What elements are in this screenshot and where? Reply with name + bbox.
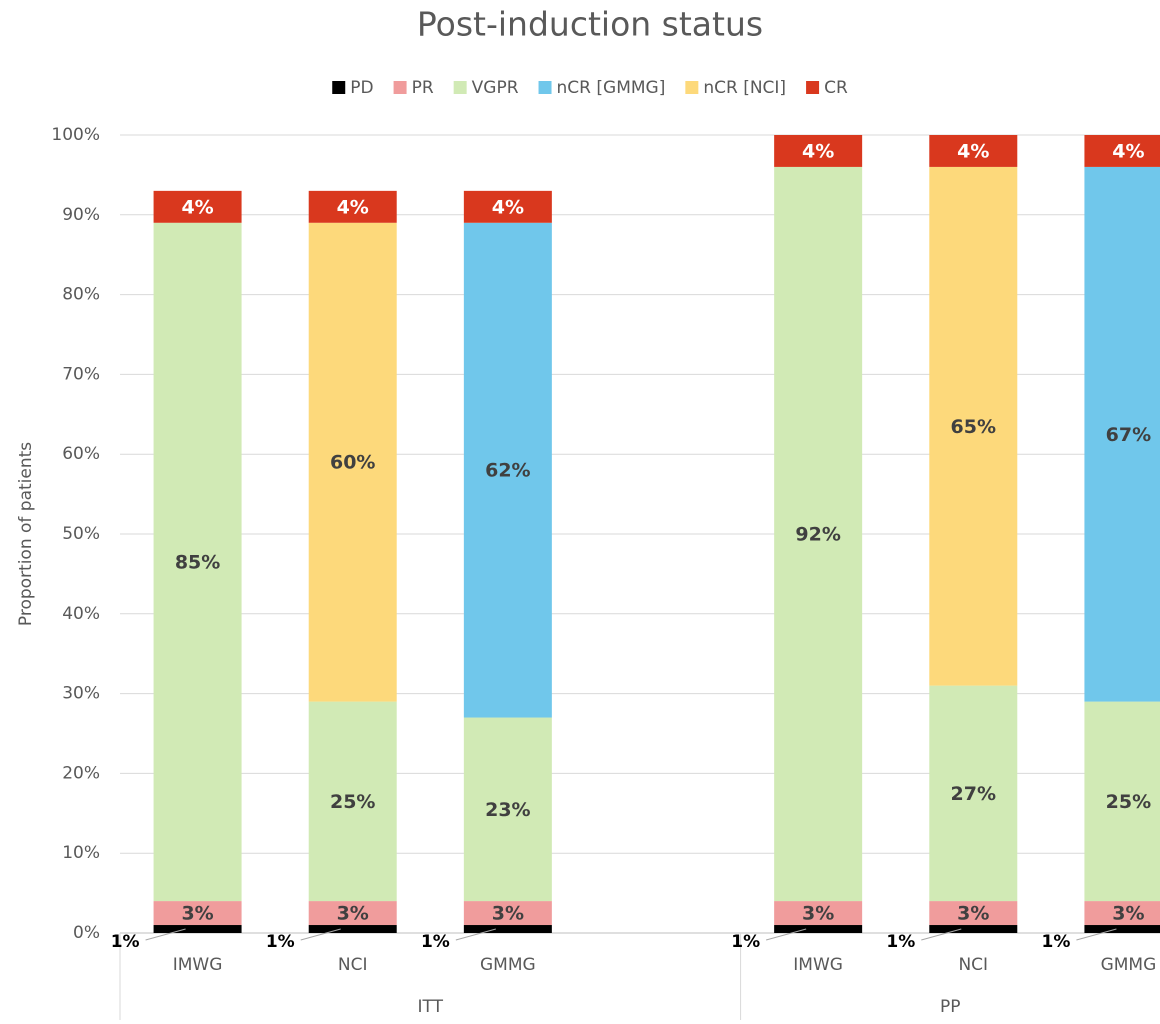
y-axis-title: Proportion of patients xyxy=(16,442,36,626)
value-label: 4% xyxy=(492,196,524,218)
legend-swatch xyxy=(393,81,407,94)
value-label: 27% xyxy=(951,783,996,805)
bar-segment xyxy=(774,925,863,933)
x-tick-label: IMWG xyxy=(793,955,843,975)
value-label: 4% xyxy=(1112,140,1144,162)
value-label: 1% xyxy=(731,932,760,952)
y-tick-label: 60% xyxy=(62,444,100,464)
value-label: 67% xyxy=(1106,424,1151,446)
leader-line xyxy=(1076,928,1117,941)
bar-segment xyxy=(463,190,552,223)
value-label: 1% xyxy=(886,932,915,952)
value-label: 92% xyxy=(795,524,840,546)
bar-segment xyxy=(308,222,397,702)
bar-segment xyxy=(774,135,863,167)
legend-swatch xyxy=(538,81,552,94)
bar-segment xyxy=(308,925,397,933)
bar-segment xyxy=(1084,135,1160,167)
bar-segment xyxy=(308,190,397,223)
legend-label: nCR [GMMG] xyxy=(557,78,666,98)
bar-segment xyxy=(1084,166,1160,702)
legend-swatch xyxy=(453,81,467,94)
value-label: 4% xyxy=(957,140,989,162)
x-tick-label: IMWG xyxy=(173,955,223,975)
y-tick-label: 80% xyxy=(62,285,100,305)
legend-swatch xyxy=(332,81,346,94)
value-label: 25% xyxy=(330,791,375,813)
legend-label: PR xyxy=(412,78,434,98)
y-tick-label: 90% xyxy=(62,205,100,225)
bar-segment xyxy=(153,190,242,223)
bar-segment xyxy=(929,685,1018,902)
legend-swatch xyxy=(685,81,699,94)
leader-line xyxy=(300,928,341,941)
y-tick-label: 0% xyxy=(73,923,100,943)
value-label: 25% xyxy=(1106,791,1151,813)
leader-line xyxy=(455,928,496,941)
bar-segment xyxy=(929,135,1018,167)
bar-segment xyxy=(153,925,242,933)
value-label: 4% xyxy=(337,196,369,218)
bar-segment xyxy=(153,901,242,926)
bar-segment xyxy=(929,166,1018,686)
value-label: 3% xyxy=(957,903,989,925)
y-tick-label: 20% xyxy=(62,763,100,783)
bar-segment xyxy=(774,166,863,902)
leader-line xyxy=(921,928,962,941)
y-tick-label: 100% xyxy=(51,125,100,145)
value-label: 3% xyxy=(1112,903,1144,925)
y-tick-label: 30% xyxy=(62,684,100,704)
bar-segment xyxy=(1084,925,1160,933)
bar-segment xyxy=(1084,701,1160,902)
x-tick-label: NCI xyxy=(338,955,368,975)
bar-segment xyxy=(774,901,863,926)
value-label: 23% xyxy=(485,799,530,821)
legend-label: PD xyxy=(350,78,373,98)
x-tick-label: GMMG xyxy=(1101,955,1157,975)
value-label: 1% xyxy=(111,932,140,952)
y-tick-label: 50% xyxy=(62,524,100,544)
y-tick-label: 10% xyxy=(62,843,100,863)
x-tick-label: NCI xyxy=(958,955,988,975)
value-label: 4% xyxy=(181,196,213,218)
bar-segment xyxy=(463,717,552,902)
bar-segment xyxy=(308,701,397,902)
value-label: 1% xyxy=(1042,932,1071,952)
value-label: 65% xyxy=(951,416,996,438)
value-label: 3% xyxy=(181,903,213,925)
legend-label: VGPR xyxy=(472,78,519,98)
value-label: 85% xyxy=(175,551,220,573)
bar-segment xyxy=(463,901,552,926)
leader-line xyxy=(145,928,186,941)
bar-segment xyxy=(929,925,1018,933)
leader-line xyxy=(766,928,807,941)
x-tick-label: GMMG xyxy=(480,955,536,975)
value-label: 60% xyxy=(330,452,375,474)
bar-segment xyxy=(153,222,242,902)
value-label: 3% xyxy=(337,903,369,925)
bar-segment xyxy=(308,901,397,926)
value-label: 4% xyxy=(802,140,834,162)
bar-segment xyxy=(929,901,1018,926)
value-label: 1% xyxy=(421,932,450,952)
value-label: 62% xyxy=(485,460,530,482)
legend-swatch xyxy=(806,81,820,94)
bar-segment xyxy=(463,222,552,718)
legend-label: nCR [NCI] xyxy=(703,78,786,98)
value-label: 3% xyxy=(492,903,524,925)
bar-segment xyxy=(1084,901,1160,926)
group-label: PP xyxy=(940,997,961,1017)
legend-label: CR xyxy=(824,78,848,98)
value-label: 3% xyxy=(802,903,834,925)
bar-segment xyxy=(463,925,552,933)
group-label: ITT xyxy=(418,997,444,1017)
chart-title: Post-induction status xyxy=(417,5,763,44)
y-tick-label: 70% xyxy=(62,364,100,384)
value-label: 1% xyxy=(266,932,295,952)
y-tick-label: 40% xyxy=(62,604,100,624)
